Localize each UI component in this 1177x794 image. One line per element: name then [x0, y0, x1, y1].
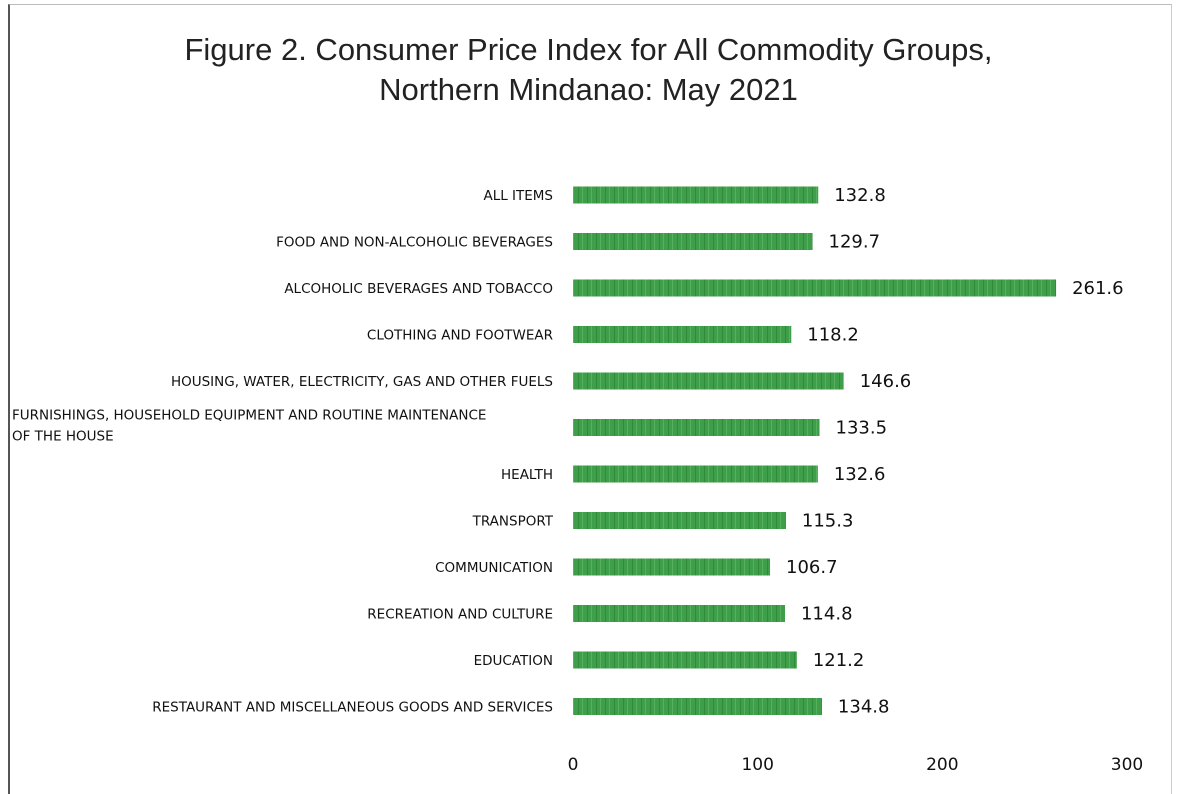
bar-value-label: 134.8 [838, 697, 890, 718]
bar-value-label: 129.7 [829, 232, 881, 253]
bar [573, 651, 797, 669]
bar-value-label: 132.6 [834, 464, 886, 485]
bar [573, 326, 792, 343]
chart-title-line-2: Northern Mindanao: May 2021 [379, 72, 798, 107]
x-tick-label: 0 [568, 755, 579, 775]
bars [573, 186, 1057, 715]
bar-value-label: 115.3 [802, 511, 854, 532]
bar-value-label: 121.2 [813, 650, 865, 671]
category-label: OF THE HOUSE [12, 429, 114, 445]
x-tick-label: 300 [1111, 755, 1143, 775]
category-label: FOOD AND NON-ALCOHOLIC BEVERAGES [276, 235, 553, 251]
category-label: RECREATION AND CULTURE [367, 607, 553, 623]
bar [573, 558, 771, 576]
bar [573, 512, 786, 529]
bar [573, 465, 818, 483]
bar-value-label: 133.5 [836, 418, 888, 439]
category-labels: ALL ITEMS FOOD AND NON-ALCOHOLIC BEVERAGE… [12, 188, 554, 716]
category-label: TRANSPORT [472, 514, 554, 530]
bar [573, 233, 813, 250]
x-axis-tick-labels: 0 100 200 300 [568, 755, 1144, 775]
bar [573, 372, 844, 390]
bar [573, 419, 820, 436]
category-label: ALCOHOLIC BEVERAGES AND TOBACCO [284, 281, 553, 297]
category-label: HEALTH [501, 467, 553, 483]
bar-value-label: 146.6 [860, 371, 912, 392]
x-tick-label: 100 [741, 755, 773, 775]
bar [573, 279, 1057, 297]
bar [573, 605, 785, 622]
category-label: HOUSING, WATER, ELECTRICITY, GAS AND OTH… [171, 374, 553, 390]
bar-value-label: 114.8 [801, 604, 853, 625]
value-labels: 132.8 129.7 261.6 118.2 146.6 133.5 132.6 115.3… [786, 185, 1124, 718]
category-label: CLOTHING AND FOOTWEAR [367, 328, 553, 344]
chart-title: Figure 2. Consumer Price Index for All C… [0, 30, 1177, 110]
bar-value-label: 118.2 [807, 325, 859, 346]
bar-value-label: 106.7 [786, 557, 838, 578]
category-label: ALL ITEMS [483, 188, 553, 204]
bar-value-label: 132.8 [834, 185, 886, 206]
category-label: COMMUNICATION [435, 560, 553, 576]
x-tick-label: 200 [926, 755, 958, 775]
chart-title-line-1: Figure 2. Consumer Price Index for All C… [184, 32, 993, 67]
category-label: FURNISHINGS, HOUSEHOLD EQUIPMENT AND ROU… [12, 408, 486, 424]
bar [573, 698, 822, 715]
category-label: EDUCATION [474, 653, 553, 669]
bar-value-label: 261.6 [1072, 278, 1124, 299]
category-label: RESTAURANT AND MISCELLANEOUS GOODS AND S… [152, 700, 553, 716]
bar [573, 186, 819, 204]
